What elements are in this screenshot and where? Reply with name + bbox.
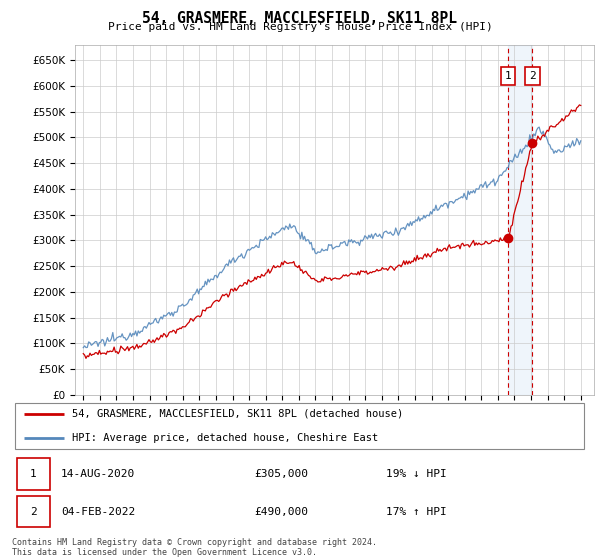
- Text: £305,000: £305,000: [254, 469, 308, 479]
- FancyBboxPatch shape: [15, 404, 584, 449]
- Text: HPI: Average price, detached house, Cheshire East: HPI: Average price, detached house, Ches…: [73, 433, 379, 444]
- Text: 19% ↓ HPI: 19% ↓ HPI: [386, 469, 447, 479]
- Text: £490,000: £490,000: [254, 507, 308, 517]
- Text: 54, GRASMERE, MACCLESFIELD, SK11 8PL: 54, GRASMERE, MACCLESFIELD, SK11 8PL: [143, 11, 458, 26]
- Text: 54, GRASMERE, MACCLESFIELD, SK11 8PL (detached house): 54, GRASMERE, MACCLESFIELD, SK11 8PL (de…: [73, 409, 404, 419]
- FancyBboxPatch shape: [17, 496, 50, 528]
- Text: 14-AUG-2020: 14-AUG-2020: [61, 469, 135, 479]
- Bar: [508, 45, 532, 395]
- Text: 2: 2: [30, 507, 37, 517]
- Text: Contains HM Land Registry data © Crown copyright and database right 2024.
This d: Contains HM Land Registry data © Crown c…: [12, 538, 377, 557]
- Text: 04-FEB-2022: 04-FEB-2022: [61, 507, 135, 517]
- Text: 1: 1: [30, 469, 37, 479]
- Text: Price paid vs. HM Land Registry's House Price Index (HPI): Price paid vs. HM Land Registry's House …: [107, 22, 493, 32]
- Text: 2: 2: [529, 71, 536, 81]
- FancyBboxPatch shape: [17, 458, 50, 490]
- Text: 1: 1: [505, 71, 511, 81]
- Text: 17% ↑ HPI: 17% ↑ HPI: [386, 507, 447, 517]
